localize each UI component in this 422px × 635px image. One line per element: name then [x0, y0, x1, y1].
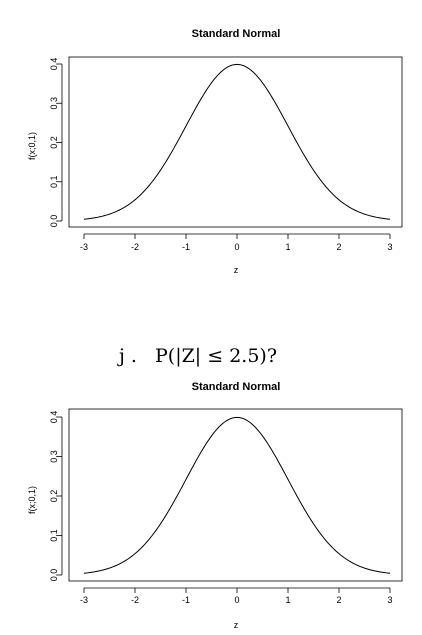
y-tick-label: 0.3	[49, 97, 59, 110]
x-axis: -3 -2 -1 0 1 2 3	[80, 587, 393, 605]
x-axis: -3 -2 -1 0 1 2 3	[80, 233, 393, 252]
y-tick-label: 0.4	[49, 411, 59, 424]
question-text: P(|Z| ≤ 2.5)?	[155, 345, 277, 367]
x-axis-label: z	[234, 265, 239, 275]
x-tick-label: 0	[234, 595, 239, 605]
x-tick-label: -1	[182, 242, 190, 252]
y-axis-label: f(x;0,1)	[27, 486, 37, 514]
plot-frame	[68, 408, 403, 582]
x-axis-label: z	[234, 620, 239, 630]
y-tick-label: 0.2	[49, 490, 59, 503]
x-tick-label: -1	[182, 595, 190, 605]
chart-title: Standard Normal	[192, 28, 281, 40]
x-tick-label: 1	[285, 242, 290, 252]
chart-title: Standard Normal	[192, 381, 281, 393]
density-curve	[83, 416, 391, 574]
x-tick-label: 2	[336, 242, 341, 252]
x-tick-label: 2	[336, 595, 341, 605]
question-label: j .	[117, 345, 137, 367]
y-tick-label: 0.0	[49, 215, 59, 228]
x-tick-label: 1	[285, 595, 290, 605]
x-tick-label: -3	[80, 242, 88, 252]
chart-standard-normal-bottom: Standard Normal -3 -2 -1 0 1 2 3 0.00.10.20.30…	[27, 381, 403, 630]
x-tick-label: 3	[387, 595, 392, 605]
x-tick-label: 0	[234, 242, 239, 252]
x-tick-label: -2	[131, 242, 139, 252]
x-tick-label: 3	[387, 242, 392, 252]
y-tick-label: 0.1	[49, 175, 59, 188]
y-axis: 0.0 0.1 0.2 0.3 0.4	[49, 58, 63, 228]
y-tick-label: 0.0	[49, 569, 59, 582]
y-tick-label: 0.4	[49, 58, 59, 71]
plot-frame	[68, 56, 403, 228]
y-tick-label: 0.1	[49, 529, 59, 542]
y-axis: 0.0 0.1 0.2 0.3 0.4	[49, 411, 63, 582]
y-axis-label: f(x;0,1)	[27, 132, 37, 160]
chart-standard-normal-top: Standard Normal -3 -2 -1 0 1 2 3 0.00.10.20.30…	[27, 28, 403, 275]
y-tick-label: 0.2	[49, 136, 59, 149]
density-curve	[83, 63, 391, 220]
question: j . P(|Z| ≤ 2.5)?	[117, 345, 277, 367]
y-tick-label: 0.3	[49, 450, 59, 463]
x-tick-label: -3	[80, 595, 88, 605]
x-tick-label: -2	[131, 595, 139, 605]
